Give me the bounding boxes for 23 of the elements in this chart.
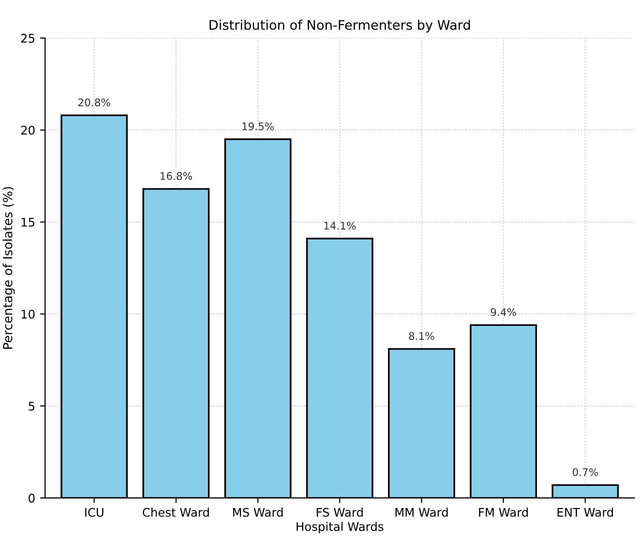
data-label: 9.4% xyxy=(490,308,516,316)
y-tick-label: 10 xyxy=(22,310,35,319)
y-axis-title: Percentage of Isolates (%) xyxy=(2,187,15,349)
x-tick-label: FS Ward xyxy=(316,508,363,517)
y-tick-label: 20 xyxy=(21,126,35,135)
data-label: 20.8% xyxy=(78,98,110,106)
data-label: 0.7% xyxy=(572,468,598,476)
y-tick-label: 5 xyxy=(28,402,34,411)
x-tick-label: MM Ward xyxy=(396,508,448,517)
x-tick-label: MS Ward xyxy=(233,508,283,517)
x-tick-label: FM Ward xyxy=(479,508,528,517)
x-tick-label: ICU xyxy=(85,508,104,517)
x-tick-label: ENT Ward xyxy=(558,508,613,517)
y-tick-label: 25 xyxy=(21,34,34,43)
data-label: 19.5% xyxy=(242,122,274,130)
chart-title: Distribution of Non-Fermenters by Ward xyxy=(210,20,470,32)
y-tick-label: 15 xyxy=(22,218,34,227)
y-tick-label: 0 xyxy=(28,494,35,503)
data-label: 14.1% xyxy=(324,222,356,230)
data-label: 16.8% xyxy=(160,172,192,180)
x-axis-title: Hospital Wards xyxy=(296,522,384,534)
x-tick-label: Chest Ward xyxy=(142,508,209,517)
data-label: 8.1% xyxy=(409,332,434,340)
